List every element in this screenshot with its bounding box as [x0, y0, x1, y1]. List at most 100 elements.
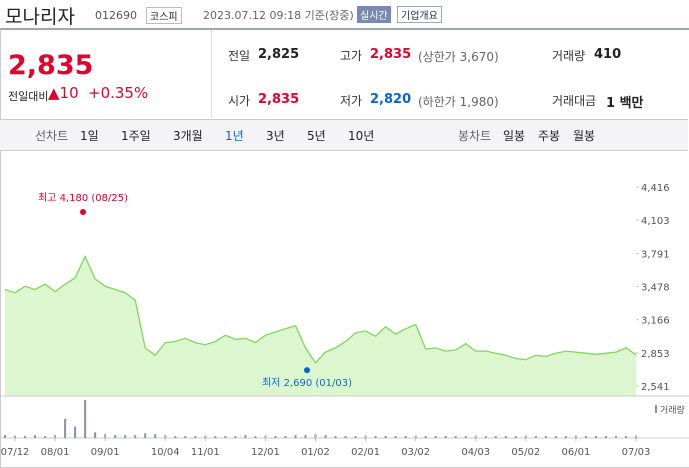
- quote-value: 2,820: [370, 92, 412, 107]
- volume-bar: [394, 436, 397, 438]
- quote-value: 2,835: [258, 92, 300, 107]
- quote-label: 전일: [228, 49, 251, 63]
- volume-bar: [4, 435, 6, 438]
- change-value: 10: [59, 84, 79, 102]
- volume-bar: [444, 436, 447, 438]
- x-tick-label: 03/02: [401, 447, 430, 458]
- volume-bar: [154, 434, 157, 438]
- volume-bar: [254, 436, 257, 438]
- y-tick-label: 3,791: [641, 249, 670, 260]
- y-tick-label: 3,166: [641, 316, 670, 327]
- volume-bar: [324, 435, 327, 438]
- x-tick-label: 02/01: [351, 447, 380, 458]
- x-tick-label: 08/01: [41, 447, 70, 458]
- volume-bar: [94, 432, 97, 438]
- extreme-label: 최저 2,690 (01/03): [262, 377, 352, 389]
- volume-bar: [384, 436, 387, 438]
- volume-bar: [604, 436, 607, 438]
- period-tab[interactable]: 3년: [266, 129, 285, 143]
- x-tick-label: 12/01: [251, 447, 280, 458]
- volume-bar: [554, 436, 557, 438]
- volume-bar: [174, 436, 177, 438]
- x-tick-label: 11/01: [191, 447, 220, 458]
- period-tab[interactable]: 5년: [307, 129, 326, 143]
- candle-tab[interactable]: 주봉: [538, 129, 561, 143]
- x-tick-label: 07/03: [622, 447, 651, 458]
- change-pct: +0.35%: [88, 84, 149, 102]
- volume-bar: [84, 400, 87, 438]
- volume-bar: [424, 436, 427, 438]
- quote-label: 거래대금: [552, 94, 597, 108]
- volume-bar: [214, 436, 217, 438]
- period-tab[interactable]: 1주일: [121, 129, 151, 143]
- volume-bar: [284, 436, 287, 438]
- volume-bar: [564, 436, 567, 438]
- change: ▲10: [48, 84, 79, 102]
- candle-tab[interactable]: 월봉: [573, 129, 596, 143]
- x-tick-label: 01/02: [301, 447, 330, 458]
- volume-bar: [514, 436, 517, 438]
- x-tick-label: 10/04: [151, 447, 180, 458]
- price: 2,835: [8, 50, 94, 81]
- x-tick-label: 09/01: [91, 447, 120, 458]
- stock-code: 012690: [95, 9, 137, 22]
- volume-bar: [124, 435, 127, 438]
- volume-bar: [454, 436, 457, 438]
- volume-bar: [134, 435, 137, 438]
- period-tab[interactable]: 10년: [348, 129, 375, 143]
- price-line: [4, 255, 637, 364]
- period-tab[interactable]: 3개월: [173, 129, 203, 143]
- volume-bar: [44, 436, 47, 438]
- volume-bar: [224, 436, 227, 438]
- extreme-label: 최고 4,180 (08/25): [38, 192, 128, 204]
- quote-value: 2,835: [370, 47, 412, 62]
- x-tick-label: 04/03: [461, 447, 490, 458]
- y-tick-label: 3,478: [641, 283, 670, 294]
- quote-value: 2,825: [258, 47, 300, 62]
- stock-name: 모나리자: [5, 6, 75, 28]
- quote-note: (상한가 3,670): [418, 50, 499, 64]
- y-tick-label: 4,103: [641, 216, 670, 227]
- market: 코스피: [146, 7, 182, 24]
- volume-bar: [344, 436, 347, 438]
- volume-bar: [584, 436, 587, 438]
- extreme-marker: [304, 367, 310, 374]
- volume-bar: [34, 435, 37, 438]
- volume-bar: [274, 436, 277, 438]
- extreme-marker: [80, 209, 86, 216]
- quote-label: 저가: [340, 94, 363, 108]
- legend-swatch: [655, 405, 657, 413]
- volume-bar: [64, 419, 67, 438]
- quote-note: (하한가 1,980): [418, 95, 499, 109]
- divider: [211, 30, 212, 118]
- volume-bar: [434, 436, 437, 438]
- volume-bar: [144, 433, 147, 438]
- period-tab[interactable]: 1일: [80, 129, 99, 143]
- volume-bar: [374, 436, 377, 438]
- volume-bar: [614, 436, 617, 438]
- quote-label: 시가: [228, 94, 251, 108]
- price-area: [5, 256, 636, 396]
- y-tick-label: 2,853: [641, 349, 670, 360]
- tab-label: 선차트: [35, 129, 69, 143]
- candle-tab[interactable]: 일봉: [503, 129, 526, 143]
- volume-bar: [194, 436, 197, 438]
- volume-bar: [304, 435, 307, 438]
- change-label: 전일대비: [8, 90, 49, 103]
- quote-label: 거래량: [552, 49, 586, 63]
- company-button[interactable]: 기업개요: [397, 6, 442, 23]
- volume-bar: [24, 436, 27, 438]
- period-tab[interactable]: 1년: [225, 129, 244, 143]
- realtime-badge[interactable]: 실시간: [357, 6, 391, 23]
- chart: 2,541 2,853 3,166 3,478 3,791 4,103 4,416 최고 4,…: [0, 183, 689, 458]
- volume-bar: [544, 436, 547, 438]
- volume-bar: [184, 436, 187, 438]
- volume-bar: [74, 426, 77, 438]
- legend-label: 거래량: [660, 404, 685, 416]
- x-tick-label: 07/12: [1, 447, 30, 458]
- tab-label: 봉차트: [458, 129, 492, 143]
- volume-bar: [114, 435, 117, 438]
- quote-value: 1 백만: [606, 96, 644, 111]
- volume-bar: [404, 436, 407, 438]
